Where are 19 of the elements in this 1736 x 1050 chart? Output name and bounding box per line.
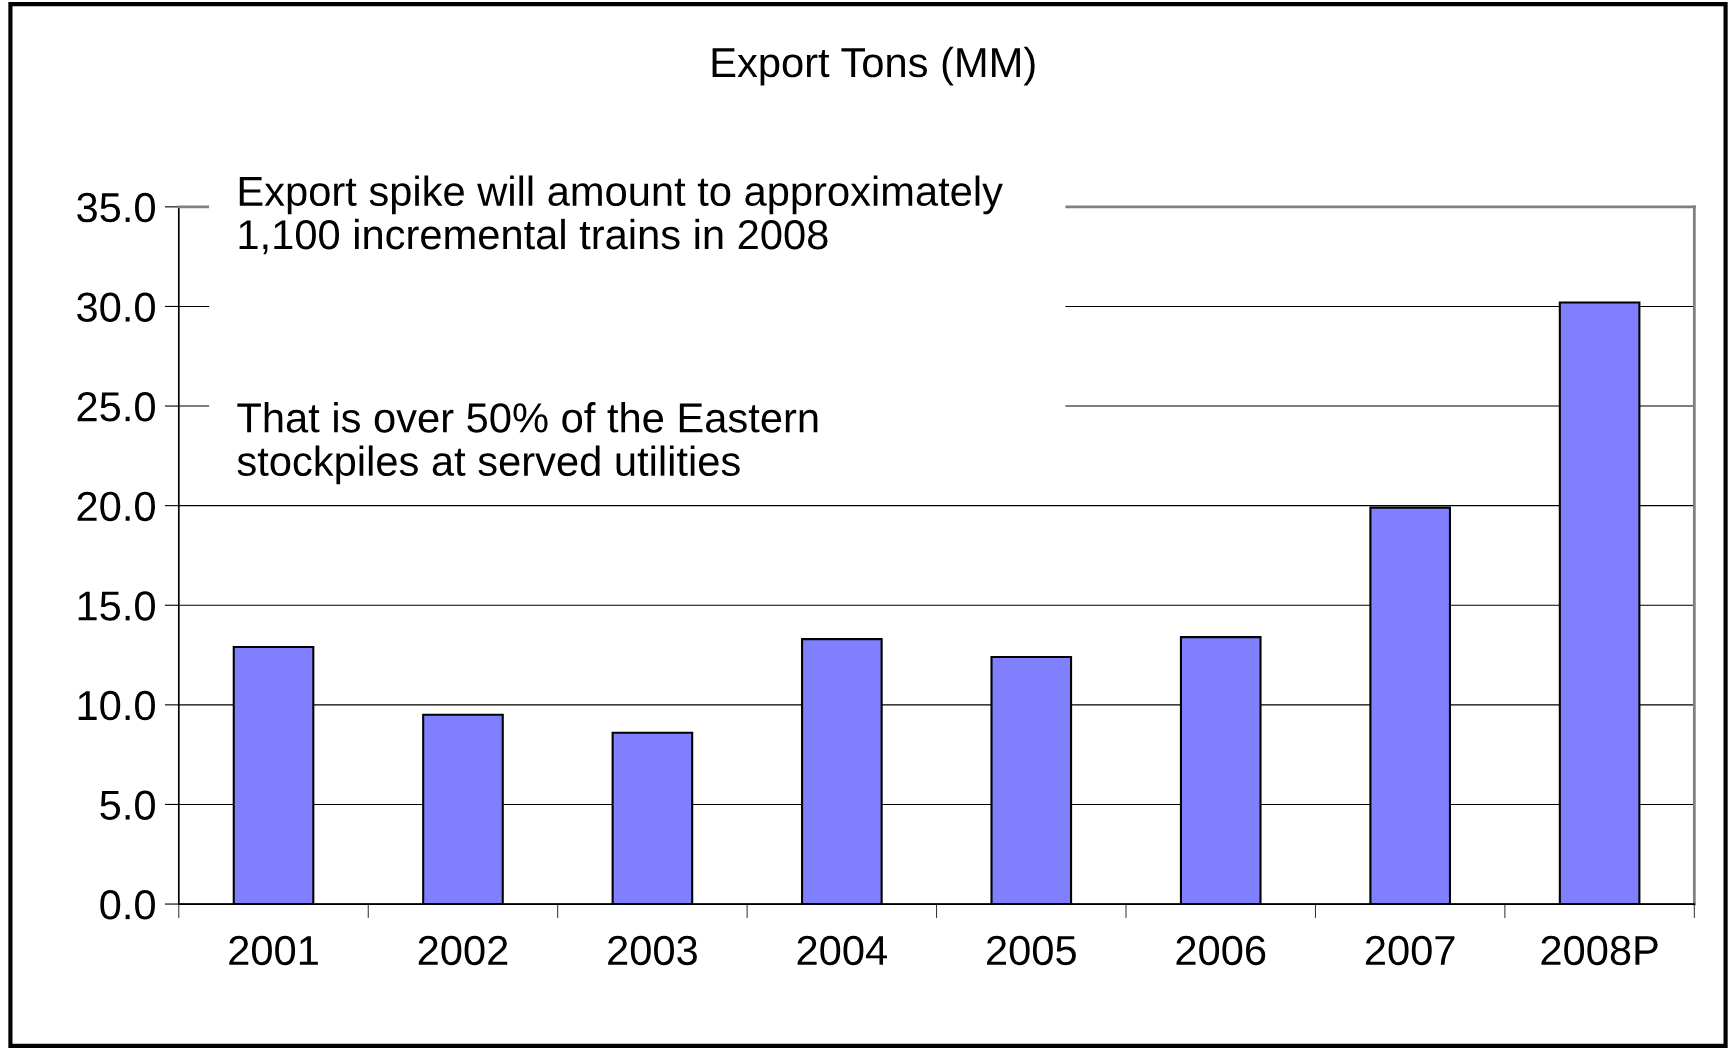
annotation: Export spike will amount to approximately 1,100 incremental trains in 2008: [239, 175, 1003, 255]
y-tick-label: 5.0: [100, 790, 155, 820]
y-tick-label: 15.0: [78, 591, 155, 621]
y-tick-label: 25.0: [77, 392, 155, 422]
chart-title: Export Tons (MM): [712, 46, 1035, 86]
x-tick-label: 2007: [1365, 935, 1455, 966]
x-tick-label: 2001: [229, 935, 318, 966]
x-tick-label: 2003: [608, 935, 697, 966]
y-tick-label: 0.0: [100, 890, 155, 920]
x-tick-label: 2004: [797, 935, 887, 966]
y-tick-label: 10.0: [78, 690, 155, 721]
annotation: That is over 50% of the Eastern stockpiles at served utilities: [237, 402, 818, 485]
x-tick-label: 2005: [987, 935, 1076, 966]
x-tick-label: 2006: [1176, 935, 1266, 966]
x-tick-label: 2002: [418, 935, 508, 966]
y-tick-label: 35.0: [77, 192, 155, 223]
y-tick-label: 30.0: [77, 292, 155, 322]
y-tick-label: 20.0: [77, 491, 155, 522]
x-tick-label: 2008P: [1541, 935, 1658, 966]
